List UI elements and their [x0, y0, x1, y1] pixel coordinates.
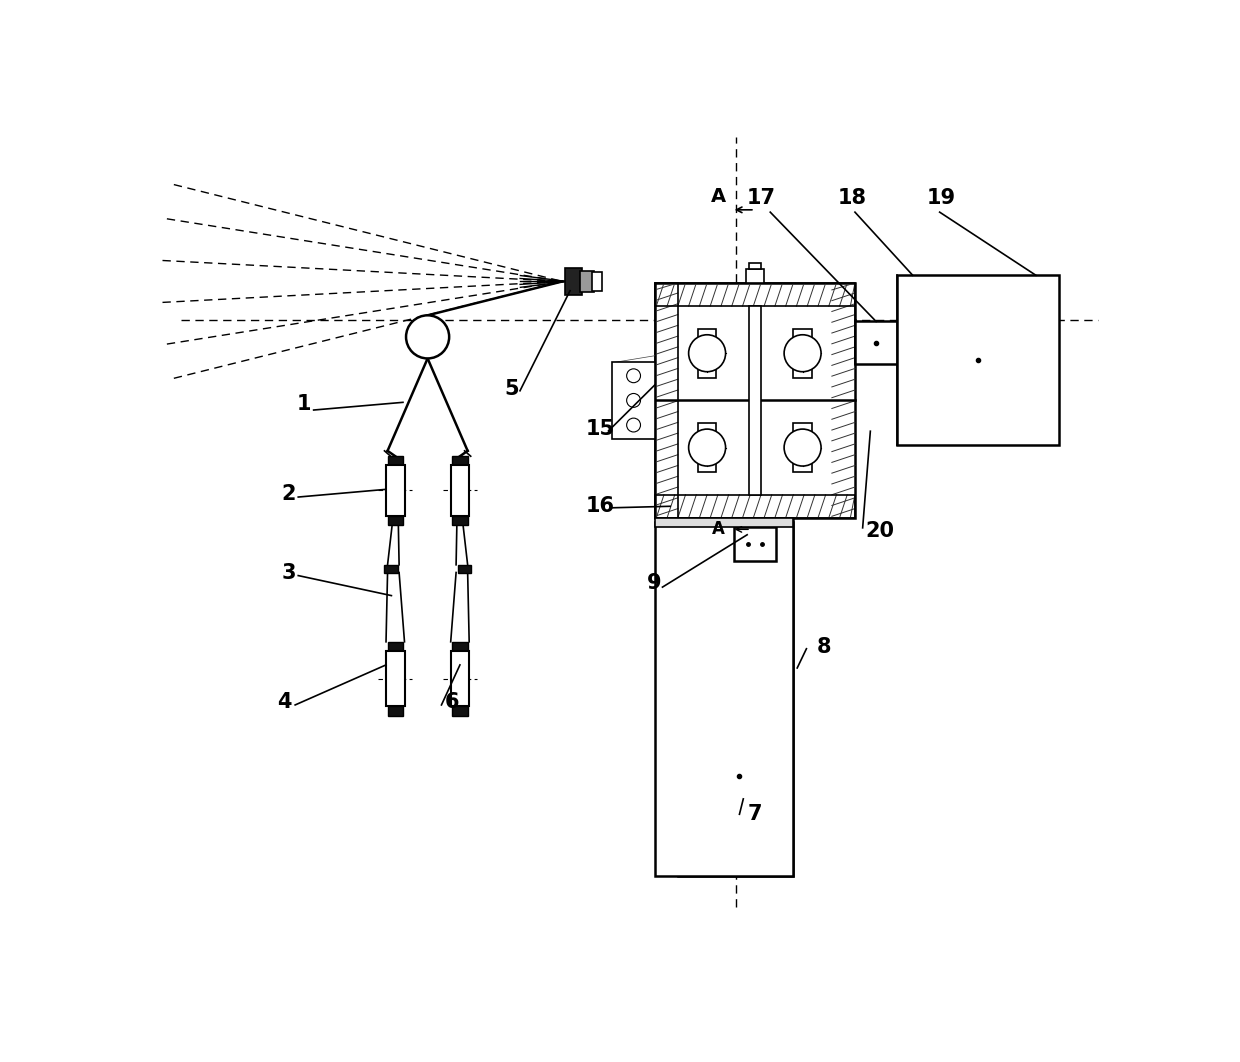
- Bar: [453, 706, 467, 716]
- Text: 7: 7: [748, 804, 761, 824]
- Text: 3: 3: [281, 564, 296, 583]
- Bar: [794, 328, 812, 378]
- Bar: [734, 527, 776, 561]
- Bar: [655, 282, 854, 306]
- Bar: [749, 263, 761, 269]
- Text: A: A: [711, 187, 727, 206]
- Bar: [450, 651, 469, 706]
- Bar: [593, 272, 601, 291]
- Bar: [386, 651, 404, 706]
- Bar: [450, 465, 469, 515]
- Bar: [898, 275, 1059, 445]
- Bar: [458, 565, 471, 572]
- Circle shape: [405, 315, 449, 359]
- Bar: [580, 271, 594, 292]
- Circle shape: [626, 394, 641, 408]
- Text: 8: 8: [816, 636, 831, 656]
- Bar: [613, 362, 655, 439]
- Text: 19: 19: [926, 188, 956, 208]
- Circle shape: [688, 429, 725, 466]
- Text: 2: 2: [281, 484, 296, 504]
- Bar: [453, 515, 467, 525]
- Bar: [388, 457, 403, 465]
- Text: 15: 15: [585, 419, 615, 440]
- Bar: [749, 306, 761, 495]
- Bar: [383, 565, 398, 572]
- Circle shape: [626, 369, 641, 382]
- Circle shape: [626, 418, 641, 432]
- Bar: [386, 465, 404, 515]
- Text: 20: 20: [866, 521, 894, 541]
- Bar: [655, 495, 854, 518]
- Bar: [388, 706, 403, 716]
- Circle shape: [784, 335, 821, 372]
- Circle shape: [688, 335, 725, 372]
- Bar: [678, 445, 794, 876]
- Bar: [388, 515, 403, 525]
- Bar: [453, 457, 467, 465]
- Text: A: A: [712, 520, 725, 538]
- Bar: [564, 268, 582, 295]
- Text: 18: 18: [837, 188, 867, 208]
- Bar: [854, 322, 898, 364]
- Bar: [794, 423, 812, 473]
- Bar: [745, 269, 764, 282]
- Bar: [698, 423, 717, 473]
- Bar: [698, 328, 717, 378]
- Bar: [655, 518, 794, 527]
- Text: 16: 16: [585, 496, 615, 516]
- Bar: [655, 521, 794, 876]
- Text: 9: 9: [647, 573, 662, 594]
- Text: 5: 5: [505, 379, 520, 398]
- Bar: [655, 282, 678, 518]
- Bar: [388, 641, 403, 651]
- Text: 1: 1: [296, 394, 311, 414]
- Bar: [655, 282, 854, 518]
- Text: 17: 17: [748, 188, 776, 208]
- Text: 4: 4: [278, 692, 291, 712]
- Bar: [453, 641, 467, 651]
- Text: 6: 6: [444, 692, 459, 712]
- Circle shape: [784, 429, 821, 466]
